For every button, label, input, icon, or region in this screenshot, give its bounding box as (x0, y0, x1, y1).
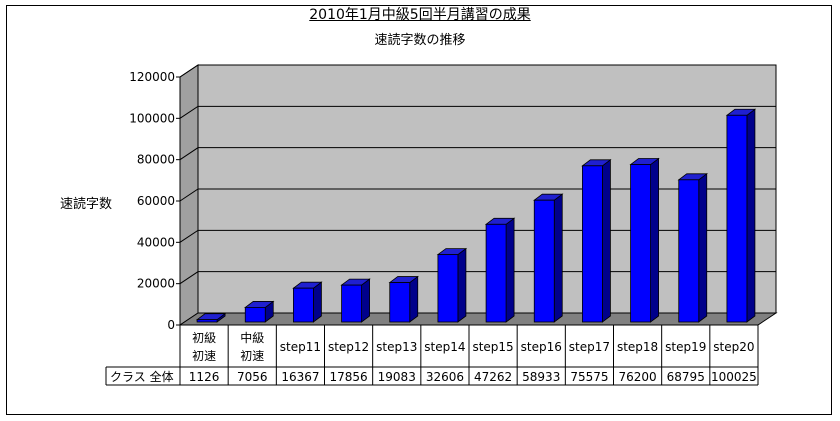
data-label: 1126 (189, 370, 220, 384)
y-tick-label: 80000 (137, 153, 175, 167)
bar-front (293, 287, 314, 323)
x-tick-label: step12 (328, 340, 369, 354)
bar-front (630, 164, 651, 323)
data-label: 16367 (281, 370, 319, 384)
gridline (179, 105, 776, 119)
y-tick-label: 120000 (129, 70, 175, 84)
bar-side (409, 275, 419, 323)
data-label: 75575 (570, 370, 608, 384)
data-label: 32606 (426, 370, 464, 384)
x-tick-label: step14 (424, 340, 465, 354)
x-tick-label: step15 (472, 340, 513, 354)
x-tick-label: step11 (280, 340, 321, 354)
bar-side (746, 108, 756, 323)
bar-side (698, 173, 708, 323)
bar (533, 193, 564, 323)
bars (195, 108, 757, 323)
bar-side (457, 247, 467, 323)
data-label: 19083 (378, 370, 416, 384)
bar (581, 159, 612, 323)
y-axis-ticks: 0 20000 40000 60000 80000 100000 120000 (129, 70, 180, 332)
y-tick-label: 60000 (137, 194, 175, 208)
gridline (179, 147, 776, 161)
data-label: 7056 (237, 370, 268, 384)
bar (340, 278, 371, 323)
bar-side (361, 278, 370, 323)
data-label: 100025 (711, 370, 757, 384)
x-tick-label: step17 (569, 340, 610, 354)
bar (195, 312, 227, 323)
bar-side (602, 159, 611, 323)
data-label: 47262 (474, 370, 512, 384)
bar (388, 275, 419, 323)
bar-side (505, 217, 515, 323)
bar (677, 173, 708, 323)
y-tick-label: 40000 (137, 235, 175, 249)
data-label: 17856 (329, 370, 367, 384)
bar-front (533, 199, 555, 323)
data-label: 68795 (667, 370, 705, 384)
bar (244, 300, 275, 323)
bar-front (582, 165, 603, 323)
bar-side (650, 157, 659, 323)
series-name-label: クラス 全体 (110, 369, 174, 384)
x-tick-label: 初級初速 (192, 331, 216, 363)
y-tick-label: 100000 (129, 111, 175, 125)
bar-side (313, 281, 322, 323)
bar-front (678, 179, 700, 323)
x-tick-label: 中級初速 (240, 330, 264, 363)
data-label: 76200 (618, 370, 656, 384)
bar-front (485, 223, 507, 323)
y-axis-label: 速読字数 (60, 197, 113, 212)
bar (629, 157, 660, 323)
bar-front (389, 282, 411, 323)
bar-front (244, 307, 266, 323)
x-tick-label: step19 (665, 340, 706, 354)
bar-front (726, 114, 748, 323)
data-label: 58933 (522, 370, 560, 384)
bar-side (553, 193, 563, 323)
chart-subtitle: 速読字数の推移 (374, 33, 466, 48)
chart-title: 2010年1月中級5回半月講習の成果 (309, 7, 531, 23)
x-tick-label: step20 (713, 340, 754, 354)
bar (484, 217, 516, 323)
bar-front (437, 254, 459, 323)
bar (292, 281, 323, 323)
gridline (179, 64, 776, 78)
x-tick-label: step18 (617, 340, 658, 354)
bar (725, 108, 757, 323)
y-tick-label: 0 (167, 318, 175, 332)
y-tick-label: 20000 (137, 277, 175, 291)
x-tick-label: step16 (521, 340, 562, 354)
x-tick-label: step13 (376, 340, 417, 354)
bar-front (341, 284, 362, 323)
bar-front (196, 319, 218, 323)
bar (436, 247, 468, 323)
